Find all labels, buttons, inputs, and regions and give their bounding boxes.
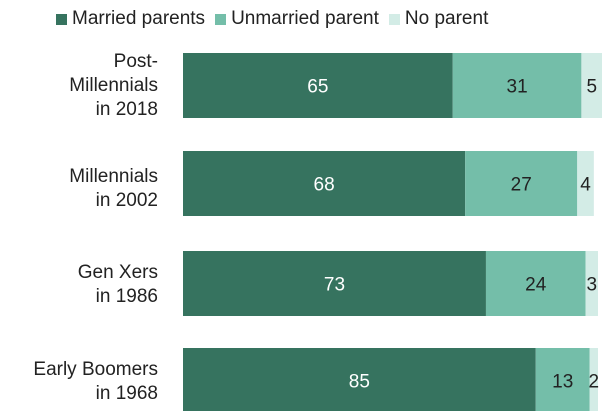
chart-legend: Married parents Unmarried parent No pare…	[56, 8, 488, 30]
bar-unmarried-parent-3	[535, 348, 590, 411]
data-label-no-parent-0: 5	[586, 77, 597, 98]
bar-unmarried-parent-0	[452, 53, 582, 118]
legend-label-married-parents: Married parents	[72, 8, 206, 29]
legend-swatch-married-parents	[56, 13, 67, 25]
category-label-post-millennials: Post- Millennials in 2018	[69, 51, 158, 120]
bar-unmarried-parent-2	[485, 251, 586, 316]
category-label-gen-xers: Gen Xers in 1986	[77, 262, 158, 307]
data-label-no-parent-3: 2	[589, 372, 600, 393]
data-label-married-parents-2: 73	[324, 275, 345, 296]
legend-swatch-no-parent	[388, 13, 400, 25]
bar-married-parents-2	[183, 251, 486, 316]
bar-married-parents-3	[183, 348, 536, 411]
bar-no-parent-3	[589, 348, 598, 411]
data-label-married-parents-3: 85	[349, 372, 370, 393]
category-label-millennials: Millennials in 2002	[69, 166, 158, 211]
legend-label-unmarried-parent: Unmarried parent	[231, 8, 379, 29]
legend-item-unmarried-parent: Unmarried parent	[215, 8, 379, 30]
data-label-married-parents-0: 65	[307, 77, 328, 98]
legend-label-no-parent: No parent	[404, 8, 489, 29]
data-label-unmarried-parent-3: 13	[552, 372, 573, 393]
bar-married-parents-1	[183, 151, 466, 216]
data-label-unmarried-parent-0: 31	[507, 77, 528, 98]
data-label-no-parent-2: 3	[586, 275, 597, 296]
data-label-married-parents-1: 68	[314, 175, 335, 196]
legend-item-married-parents: Married parents	[56, 8, 205, 30]
category-label-early-boomers: Early Boomers in 1968	[33, 359, 158, 404]
bar-no-parent-2	[585, 251, 598, 316]
data-label-no-parent-1: 4	[580, 175, 591, 196]
bar-no-parent-0	[581, 53, 602, 118]
bar-no-parent-1	[577, 151, 594, 216]
legend-item-no-parent: No parent	[388, 8, 489, 30]
bar-married-parents-0	[183, 53, 453, 118]
bar-unmarried-parent-1	[465, 151, 578, 216]
data-label-unmarried-parent-2: 24	[525, 275, 547, 296]
legend-swatch-unmarried-parent	[215, 13, 227, 25]
data-label-unmarried-parent-1: 27	[511, 175, 532, 196]
